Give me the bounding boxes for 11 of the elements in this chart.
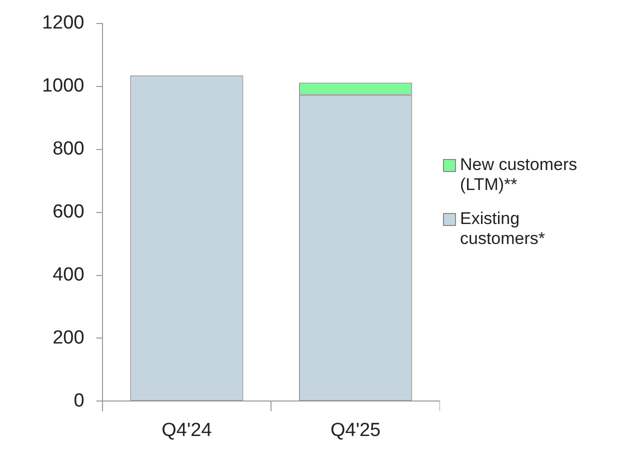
- y-tick-label: 1200: [42, 12, 84, 34]
- y-tick-label: 600: [52, 202, 84, 223]
- y-tick-label: 200: [52, 327, 84, 348]
- y-tick-label: 1000: [42, 76, 84, 97]
- x-tick-label: Q4'25: [330, 420, 381, 441]
- x-tick-label: Q4'24: [162, 420, 212, 441]
- legend-label: New customers (LTM)**: [460, 155, 578, 195]
- y-tick-label: 400: [52, 264, 84, 286]
- y-tick-label: 800: [52, 138, 84, 160]
- y-tick-label: 0: [74, 390, 84, 412]
- text: Existing customers*: [460, 209, 546, 249]
